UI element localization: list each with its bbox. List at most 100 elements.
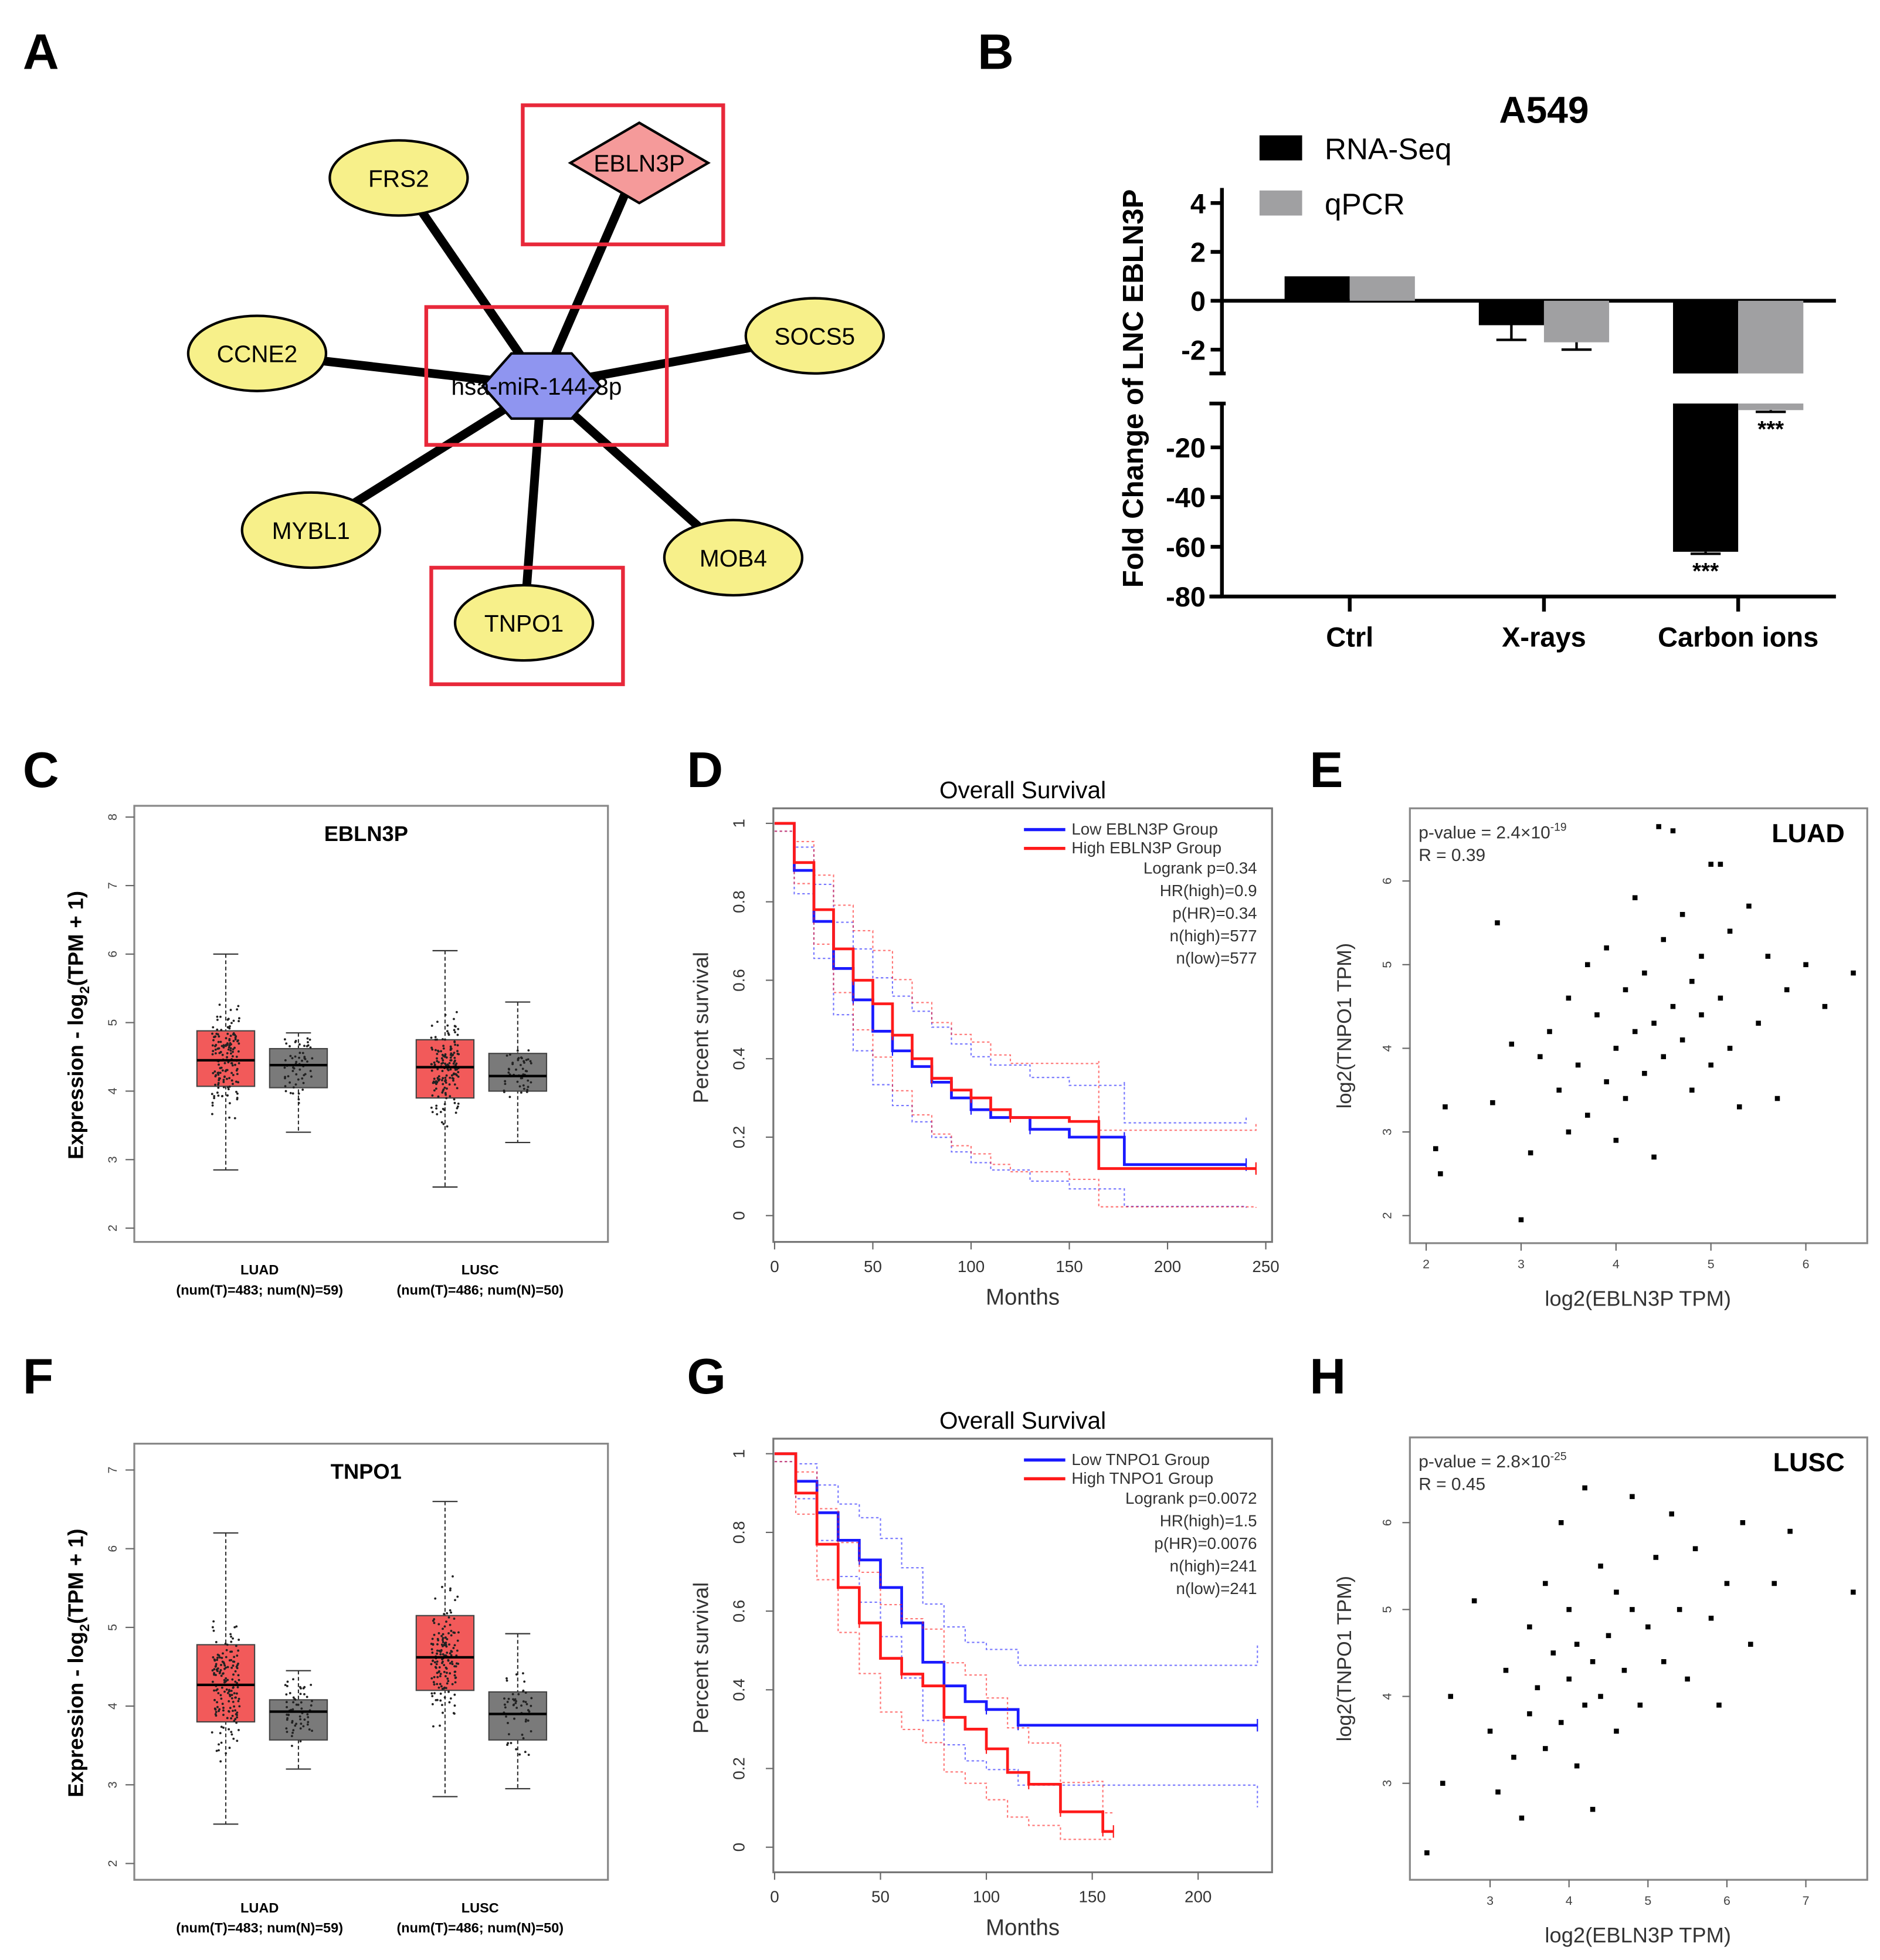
scatter-point — [1716, 1703, 1722, 1708]
jitter-point — [225, 1752, 228, 1755]
scatter-point — [1613, 1046, 1619, 1051]
scatter-point — [1590, 1806, 1596, 1812]
jitter-point — [301, 1059, 303, 1062]
jitter-point — [236, 1711, 239, 1714]
jitter-point — [231, 1064, 234, 1067]
highlight-box-mirna — [424, 305, 669, 447]
scatter-point — [1511, 1754, 1516, 1760]
jitter-point — [457, 1071, 460, 1073]
y-tick-label: 0.4 — [730, 1047, 748, 1070]
jitter-point — [226, 1666, 229, 1669]
jitter-point — [303, 1074, 306, 1077]
jitter-point — [229, 1047, 232, 1050]
jitter-point — [515, 1673, 518, 1676]
jitter-point — [228, 1102, 231, 1104]
scatter-point — [1623, 987, 1628, 992]
jitter-point — [230, 1666, 233, 1669]
jitter-point — [237, 1020, 240, 1023]
jitter-point — [525, 1090, 528, 1093]
jitter-point — [456, 1639, 459, 1642]
x-tick-label: 6 — [1803, 1257, 1810, 1271]
jitter-point — [443, 1670, 446, 1673]
jitter-point — [237, 1728, 240, 1731]
jitter-point — [300, 1707, 303, 1710]
y-axis-label-subscript: 2 — [77, 986, 92, 993]
jitter-point — [439, 1683, 442, 1686]
panel-label-b: B — [978, 25, 1014, 80]
chart-title: Overall Survival — [939, 776, 1106, 803]
jitter-point — [218, 1749, 220, 1752]
jitter-point — [219, 1760, 222, 1763]
jitter-point — [449, 1652, 452, 1655]
jitter-point — [449, 1697, 452, 1700]
jitter-point — [223, 1062, 226, 1064]
jitter-point — [446, 1671, 448, 1674]
jitter-point — [446, 1612, 449, 1615]
jitter-point — [454, 1677, 457, 1679]
jitter-point — [507, 1721, 509, 1724]
jitter-point — [507, 1742, 510, 1745]
jitter-point — [214, 1713, 217, 1715]
scatter-point — [1566, 1607, 1572, 1612]
jitter-point — [212, 1026, 215, 1029]
jitter-point — [283, 1066, 286, 1069]
jitter-point — [441, 1658, 444, 1661]
scatter-point — [1669, 1511, 1674, 1517]
jitter-point — [453, 1670, 456, 1673]
jitter-point — [449, 1609, 452, 1612]
scatter-point — [1584, 1113, 1590, 1118]
jitter-point — [300, 1701, 303, 1704]
node-label-frs2: FRS2 — [368, 165, 429, 192]
chart-title: A549 — [1499, 89, 1589, 131]
jitter-point — [449, 1045, 452, 1048]
scatter-point — [1774, 1096, 1780, 1101]
x-tick-label: 100 — [958, 1257, 985, 1276]
jitter-point — [220, 1686, 223, 1689]
jitter-point — [232, 1686, 235, 1689]
jitter-point — [451, 1683, 454, 1686]
jitter-point — [527, 1709, 530, 1711]
jitter-point — [215, 1749, 218, 1752]
node-label-tnpo1: TNPO1 — [484, 610, 564, 637]
stat-label: n(low)=577 — [1176, 949, 1257, 967]
jitter-point — [220, 1066, 223, 1069]
jitter-point — [447, 1632, 450, 1635]
jitter-point — [306, 1695, 308, 1698]
jitter-point — [299, 1718, 302, 1721]
jitter-point — [530, 1730, 532, 1732]
jitter-point — [284, 1085, 287, 1087]
jitter-point — [434, 1038, 437, 1041]
jitter-point — [300, 1687, 302, 1690]
scatter-point — [1756, 1020, 1761, 1026]
jitter-point — [226, 1056, 228, 1059]
jitter-point — [212, 1039, 215, 1042]
x-axis-label: log2(EBLN3P TPM) — [1545, 1287, 1731, 1311]
legend-swatch-1 — [1259, 190, 1302, 216]
jitter-point — [211, 1101, 214, 1104]
jitter-point — [230, 1043, 232, 1046]
scatter-point — [1651, 1020, 1657, 1026]
jitter-point — [510, 1742, 513, 1744]
jitter-point — [307, 1721, 310, 1724]
scatter-point — [1574, 1763, 1580, 1769]
jitter-point — [435, 1080, 437, 1083]
jitter-point — [286, 1680, 289, 1683]
jitter-point — [508, 1096, 511, 1098]
jitter-point — [237, 1697, 240, 1700]
jitter-point — [237, 1662, 239, 1665]
scatter-point — [1656, 824, 1661, 829]
jitter-point — [236, 1008, 239, 1011]
jitter-point — [226, 1643, 229, 1646]
jitter-point — [505, 1715, 507, 1718]
jitter-point — [442, 1038, 444, 1040]
jitter-point — [505, 1054, 508, 1057]
jitter-point — [226, 1717, 229, 1720]
box-lusc-t — [415, 1615, 475, 1691]
jitter-point — [235, 1069, 238, 1072]
jitter-point — [441, 1586, 443, 1588]
jitter-point — [453, 1056, 456, 1059]
jitter-point — [229, 1009, 232, 1011]
jitter-point — [511, 1062, 514, 1064]
jitter-point — [236, 1092, 239, 1095]
